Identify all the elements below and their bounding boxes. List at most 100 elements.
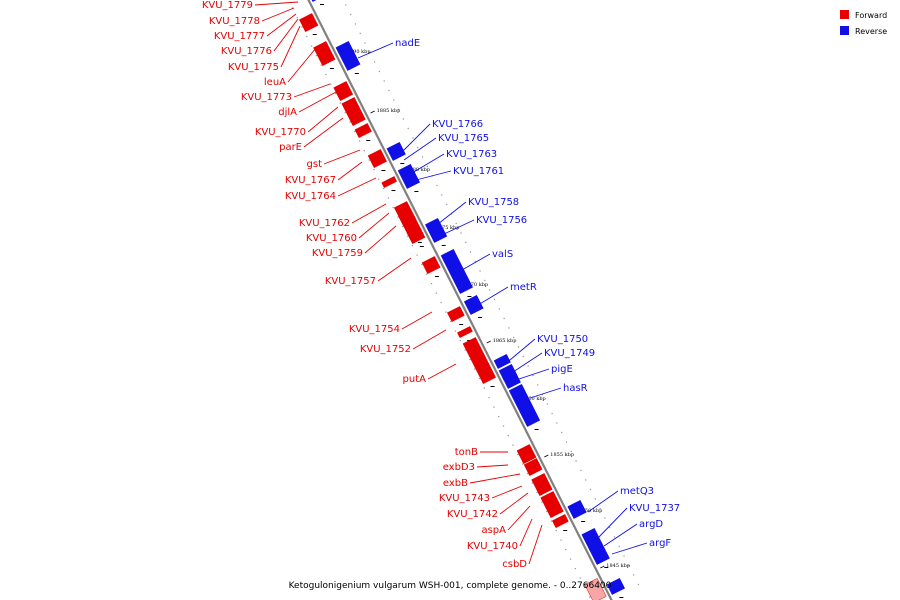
gene-features <box>299 0 626 600</box>
forward-gene-label: KVU_1740 <box>467 541 518 552</box>
forward-gene-label: csbD <box>502 559 527 570</box>
forward-leader-line <box>323 149 361 165</box>
tick-dot <box>565 441 568 443</box>
forward-leader-line <box>401 311 433 330</box>
tick-label: 1870 kbp <box>464 282 488 288</box>
legend-reverse-swatch <box>840 26 849 35</box>
forward-gene-label: KVU_1759 <box>312 248 363 259</box>
tick-dot <box>522 355 524 358</box>
tick-dot <box>411 244 414 247</box>
tick-dot <box>532 374 534 377</box>
reverse-leader-line <box>415 170 452 181</box>
tick-dot <box>550 520 553 522</box>
tick-dot <box>546 403 548 405</box>
forward-gene-label: KVU_1778 <box>209 16 260 27</box>
tick-dot <box>325 73 327 76</box>
reverse-gene-block <box>440 248 474 294</box>
tick-label: 1855 kbp <box>550 452 574 458</box>
tick-dot <box>604 517 606 519</box>
tick-dot <box>334 92 337 95</box>
forward-gene-block <box>462 337 497 385</box>
reverse-leader-line <box>597 507 628 539</box>
tick-dot <box>469 358 471 361</box>
legend-reverse-label: Reverse <box>855 27 887 36</box>
tick-dot <box>363 149 366 152</box>
tick-dot <box>407 127 409 130</box>
tick-dot <box>484 279 486 282</box>
tick-dot <box>464 349 466 351</box>
reverse-leader-line <box>443 219 475 235</box>
tick-dot <box>339 102 342 104</box>
tick-dot <box>402 225 404 228</box>
tick-label: 1880 kbp <box>406 167 430 173</box>
tick-dot <box>513 336 515 339</box>
tick-dot <box>445 311 447 313</box>
tick-dot <box>435 292 437 294</box>
forward-leader-line <box>287 47 317 83</box>
tick-dot <box>623 555 625 557</box>
tick-marks: 1890 kbp 1885 kbp 1880 kbp 1875 kbp 1870 kbp… <box>340 49 630 569</box>
tick-dot <box>320 64 322 66</box>
forward-gene-block <box>313 41 336 67</box>
tick-dot <box>465 241 467 244</box>
forward-gene-label: exbB <box>443 478 468 489</box>
forward-leader-line <box>273 18 299 52</box>
forward-gene-label: parE <box>279 142 302 153</box>
tick-dot <box>556 422 558 424</box>
forward-gene-block <box>516 444 537 465</box>
reverse-gene-block <box>311 0 317 2</box>
tick-dot <box>330 83 332 85</box>
forward-leader-line <box>307 106 339 133</box>
tick-dot <box>599 507 601 510</box>
tick-dot <box>493 406 495 408</box>
tick-mark <box>370 110 375 114</box>
forward-leader-line <box>293 83 331 98</box>
reverse-gene-label: metR <box>510 282 537 293</box>
tick-dot <box>609 526 611 529</box>
forward-gene-block <box>421 256 441 275</box>
forward-leader-line <box>351 203 387 224</box>
reverse-gene-block <box>606 577 626 595</box>
forward-gene-label: KVU_1757 <box>325 276 376 287</box>
forward-gene-label: aspA <box>481 525 506 536</box>
reverse-gene-label: KVU_1750 <box>537 334 588 345</box>
tick-dot <box>498 415 500 418</box>
forward-gene-label: KVU_1770 <box>255 127 306 138</box>
forward-gene-block <box>584 578 607 600</box>
tick-dot <box>478 377 481 380</box>
forward-leader-line <box>298 91 337 113</box>
forward-gene-block <box>551 514 569 529</box>
forward-gene-block <box>543 498 564 519</box>
reverse-gene-block <box>501 369 521 389</box>
tick-dot <box>479 270 481 272</box>
forward-leader-line <box>337 177 377 197</box>
forward-gene-block <box>341 97 366 127</box>
tick-dot <box>440 301 442 304</box>
reverse-gene-block <box>567 499 587 519</box>
reverse-gene-block <box>463 294 484 315</box>
reverse-gene-label: KVU_1758 <box>468 197 519 208</box>
tick-dot <box>373 168 375 171</box>
tick-dot <box>580 469 582 472</box>
forward-gene-block <box>299 13 319 33</box>
tick-dot <box>537 384 539 386</box>
reverse-gene-label: metQ3 <box>620 486 654 497</box>
reverse-gene-block <box>508 383 541 427</box>
tick-dot <box>344 111 346 114</box>
reverse-gene-label: KVU_1761 <box>453 166 504 177</box>
forward-gene-block <box>406 226 426 245</box>
tick-dot <box>527 365 529 367</box>
tick-dot <box>555 529 557 532</box>
forward-gene-block <box>457 326 473 339</box>
reverse-gene-label: KVU_1763 <box>446 149 497 160</box>
forward-leader-line <box>266 13 297 37</box>
forward-leader-line <box>303 117 344 148</box>
tick-dot <box>613 536 616 538</box>
tick-label: 1845 kbp <box>606 563 630 569</box>
forward-gene-label: tonB <box>455 447 478 458</box>
tick-dot <box>383 80 385 82</box>
tick-dot <box>574 567 577 570</box>
tick-label: 1890 kbp <box>347 49 371 55</box>
tick-dot <box>589 488 592 491</box>
